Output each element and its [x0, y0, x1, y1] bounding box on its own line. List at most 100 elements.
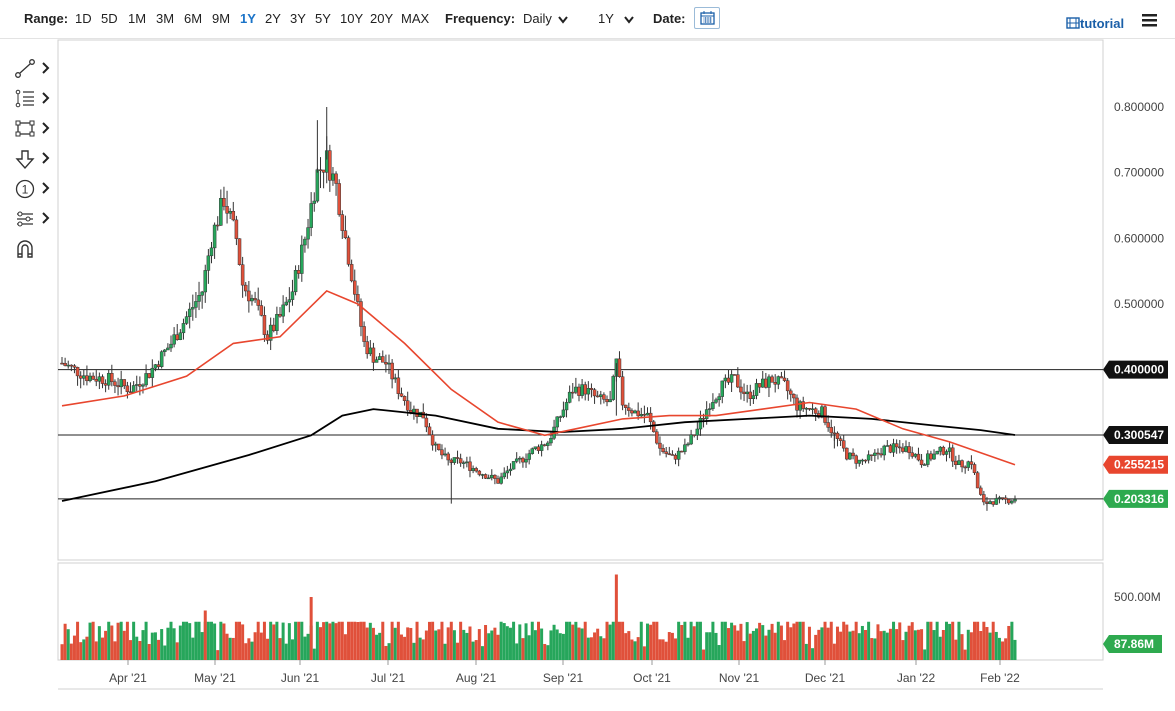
volume-bar — [362, 621, 366, 660]
range-button-5y[interactable]: 5Y — [315, 11, 331, 26]
arrow-tool[interactable] — [14, 148, 54, 178]
rectangle-tool[interactable] — [14, 118, 54, 148]
price-badge: 0.400000 — [1103, 360, 1168, 379]
candle-body — [676, 450, 681, 460]
volume-bar — [783, 640, 787, 660]
volume-bar — [1004, 638, 1008, 660]
pitchfork-tool[interactable] — [14, 208, 54, 238]
range-button-5d[interactable]: 5D — [101, 11, 118, 26]
candle-body — [60, 362, 64, 365]
candle-body — [353, 280, 357, 295]
fib-tool[interactable] — [14, 88, 54, 118]
candle-body — [736, 374, 740, 388]
volume-bar — [589, 637, 593, 660]
candle-body — [349, 264, 354, 282]
tutorial-link[interactable]: tutorial — [1066, 16, 1124, 31]
volume-bar — [717, 645, 721, 660]
volume-bar — [197, 621, 201, 660]
volume-bar — [94, 641, 98, 660]
candle-body — [571, 391, 575, 394]
volume-bar — [502, 623, 506, 660]
candle-body — [997, 497, 1002, 499]
candle-body — [655, 431, 659, 444]
candle-body — [692, 434, 696, 436]
candle-body — [991, 501, 995, 505]
candle-body — [919, 459, 924, 466]
candle-body — [169, 343, 173, 349]
candle-body — [555, 416, 559, 428]
range-button-max[interactable]: MAX — [401, 11, 430, 26]
volume-bar — [446, 627, 450, 660]
volume-bar — [555, 629, 559, 660]
volume-bar — [798, 621, 802, 660]
candle-body — [1013, 499, 1017, 502]
candle-body — [306, 227, 310, 240]
candle-body — [978, 487, 983, 495]
range-button-3y[interactable]: 3Y — [290, 11, 306, 26]
annotation-tool[interactable]: 1 — [14, 178, 54, 208]
volume-bar — [219, 621, 223, 660]
range-button-10y[interactable]: 10Y — [340, 11, 364, 26]
volume-bar — [692, 626, 696, 660]
y-tick-label: 0.700000 — [1114, 166, 1164, 180]
volume-bar — [702, 649, 706, 660]
range-button-1m[interactable]: 1M — [128, 11, 147, 26]
candle-body — [72, 365, 77, 368]
range-button-1y[interactable]: 1Y — [240, 11, 256, 26]
volume-bar — [670, 632, 674, 660]
range-button-3m[interactable]: 3M — [156, 11, 175, 26]
volume-bar — [674, 638, 678, 660]
volume-bar — [733, 625, 737, 660]
volume-bar — [424, 630, 428, 660]
volume-bar — [100, 637, 104, 660]
range-button-6m[interactable]: 6M — [184, 11, 203, 26]
candle-body — [767, 376, 771, 388]
volume-bar — [135, 636, 139, 660]
volume-bar — [412, 642, 416, 660]
candle-body — [841, 440, 846, 449]
candle-body — [633, 410, 637, 414]
candle-body — [88, 375, 92, 382]
x-tick-label: Dec '21 — [805, 671, 846, 685]
candle-body — [293, 270, 298, 293]
frequency-select[interactable]: Daily — [523, 11, 568, 26]
candle-body — [779, 376, 784, 379]
volume-bar — [256, 621, 260, 660]
candle-body — [963, 466, 967, 469]
line-draw-tool[interactable] — [14, 58, 54, 88]
candle-body — [399, 393, 404, 397]
date-picker-button[interactable] — [694, 7, 720, 29]
period-value: 1Y — [598, 11, 614, 26]
candle-body — [901, 447, 905, 452]
candle-body — [63, 362, 67, 366]
volume-bar — [686, 637, 690, 660]
range-button-2y[interactable]: 2Y — [265, 11, 281, 26]
volume-bar — [119, 621, 123, 660]
volume-bar — [667, 632, 671, 660]
candle-body — [91, 375, 95, 380]
range-button-9m[interactable]: 9M — [212, 11, 231, 26]
range-button-20y[interactable]: 20Y — [370, 11, 394, 26]
period-select[interactable]: 1Y — [598, 11, 634, 26]
volume-bar — [493, 627, 497, 660]
candle-body — [954, 460, 958, 465]
volume-bar — [907, 625, 911, 660]
volume-bar — [306, 633, 310, 660]
x-tick-label: May '21 — [194, 671, 236, 685]
candle-body — [898, 446, 902, 449]
volume-bar — [66, 629, 70, 660]
volume-bar — [814, 634, 818, 660]
volume-bar — [826, 627, 830, 660]
volume-bar — [334, 623, 338, 660]
volume-bar — [527, 635, 531, 660]
hamburger-menu-icon[interactable] — [1142, 13, 1158, 27]
range-button-1d[interactable]: 1D — [75, 11, 92, 26]
volume-bar — [954, 639, 958, 660]
candle-body — [219, 198, 223, 226]
volume-bar — [359, 621, 363, 660]
volume-bar — [496, 634, 500, 660]
magnet-tool[interactable] — [14, 238, 54, 268]
volume-bar — [767, 629, 771, 660]
candle-body — [78, 375, 83, 379]
